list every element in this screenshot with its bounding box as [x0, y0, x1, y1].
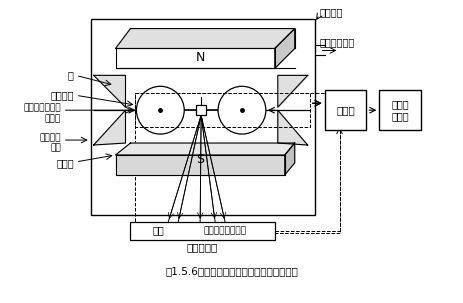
- Bar: [196, 105, 206, 115]
- Polygon shape: [274, 28, 294, 68]
- Polygon shape: [94, 75, 125, 107]
- Polygon shape: [115, 143, 294, 155]
- Bar: [324, 90, 366, 130]
- Polygon shape: [277, 75, 307, 107]
- Text: 光源: 光源: [152, 226, 164, 236]
- Polygon shape: [277, 110, 307, 145]
- Text: 試料ガス出口: 試料ガス出口: [319, 38, 354, 48]
- Polygon shape: [94, 110, 125, 145]
- Ellipse shape: [136, 86, 184, 134]
- Polygon shape: [115, 28, 294, 48]
- Polygon shape: [115, 155, 284, 175]
- Text: 磁極片: 磁極片: [56, 158, 74, 168]
- Bar: [135, 93, 309, 127]
- Bar: [90, 18, 314, 215]
- Text: 増幅器: 増幅器: [335, 105, 354, 115]
- Bar: [135, 93, 339, 233]
- Text: 鏡: 鏡: [68, 70, 74, 80]
- Text: 偏位検出部: 偏位検出部: [186, 243, 217, 253]
- Text: 受信器（検出器）: 受信器（検出器）: [203, 226, 246, 235]
- Text: N: N: [195, 51, 204, 64]
- Text: 測定セル: 測定セル: [319, 8, 342, 18]
- Text: ダンベル: ダンベル: [50, 90, 74, 100]
- Polygon shape: [115, 48, 274, 68]
- Polygon shape: [284, 143, 294, 175]
- Text: 図1.5.6　ダンベル形磁気力分析計の構成例: 図1.5.6 ダンベル形磁気力分析計の構成例: [165, 266, 298, 276]
- Text: 試料ガス
入口: 試料ガス 入口: [39, 133, 61, 153]
- Ellipse shape: [218, 86, 265, 134]
- Bar: [130, 222, 274, 240]
- Bar: [379, 90, 420, 130]
- Text: S: S: [196, 153, 204, 166]
- Text: フィードバック
コイル: フィードバック コイル: [23, 104, 61, 123]
- Text: 指　示
記録計: 指 示 記録計: [391, 99, 408, 121]
